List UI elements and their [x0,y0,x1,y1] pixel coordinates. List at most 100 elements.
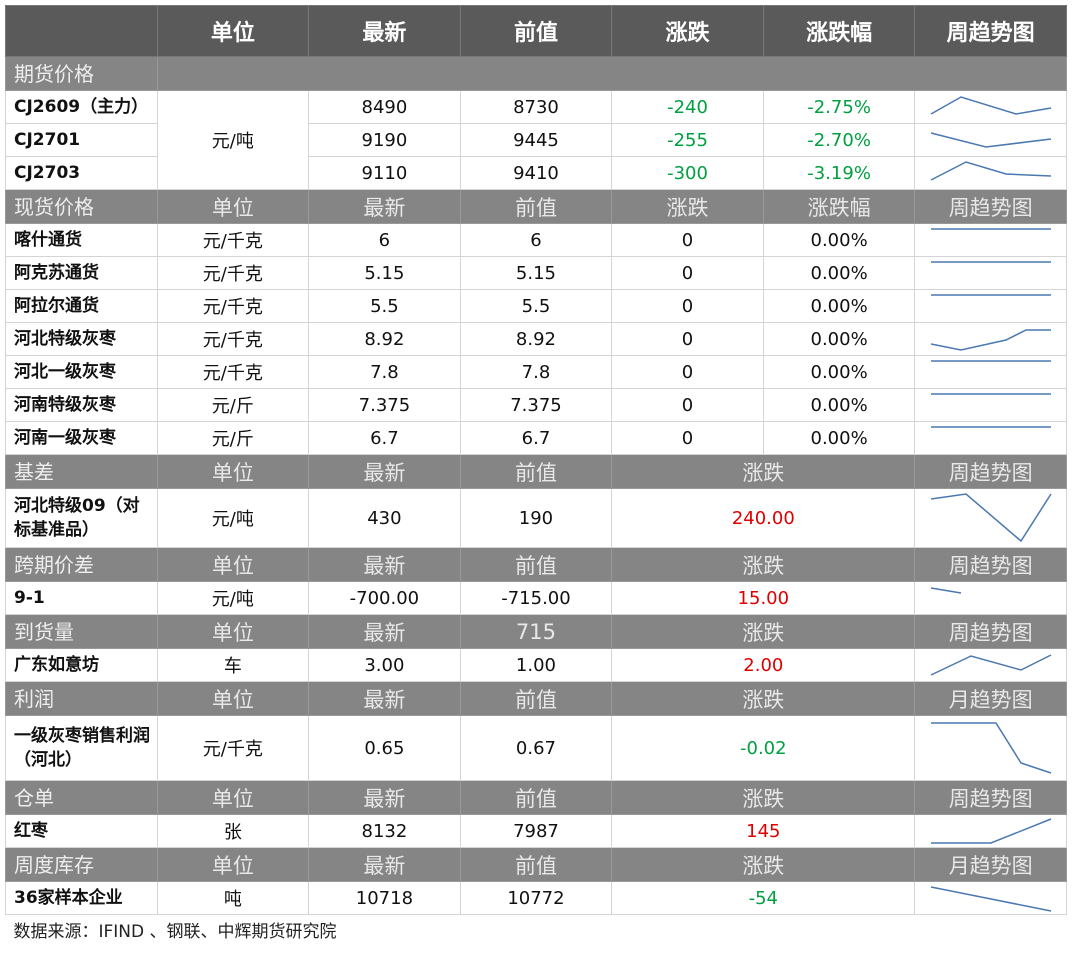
trend-line [930,329,1051,351]
section-title: 跨期价差 [5,547,158,582]
header-cell: 单位 [156,847,310,882]
value-cell: 0 [611,256,764,290]
header-cell: 前值 [459,189,613,224]
value-cell: 240.00 [611,488,916,548]
value-cell: 元/吨 [156,581,310,615]
row-name: 河北特级09（对标基准品） [5,488,158,548]
header-cell: 涨跌 [611,547,916,582]
trend-cell [914,715,1067,781]
value-cell: 10718 [308,881,461,915]
value-cell: 5.5 [459,289,613,323]
value-cell: -0.02 [611,715,916,781]
trend-cell [914,881,1067,915]
value-cell: 9190 [308,123,461,157]
trend-cell [914,388,1067,422]
header-cell: 最新 [308,454,461,489]
section-header: 仓单 单位 最新 前值 涨跌 周趋势图 [5,780,1067,815]
source-note: 数据来源：IFIND 、钢联、中辉期货研究院 [13,921,337,942]
value-cell: 0.00% [762,421,916,455]
trend-cell [914,648,1067,682]
value-cell: 0 [611,421,764,455]
value-cell: 元/斤 [156,388,310,422]
header-cell: 最新 [308,189,461,224]
header-cell: 前值 [459,681,613,716]
sparkline [930,261,1051,263]
header-fill [156,56,1068,91]
value-cell: 元/千克 [156,256,310,290]
value-cell: 6.7 [308,421,461,455]
sparkline [930,818,1051,844]
header-cell: 周趋势图 [914,5,1067,57]
sparkline [930,886,1051,912]
source-row: 数据来源：IFIND 、钢联、中辉期货研究院 [6,915,1067,944]
trend-line [930,722,1051,774]
header-cell: 涨跌 [611,681,916,716]
value-cell: 8132 [308,814,461,848]
data-row: CJ2701 9190 9445 -255 -2.70% [5,123,1067,157]
header-cell: 周趋势图 [914,780,1067,815]
header-cell: 单位 [156,681,310,716]
trend-cell [914,322,1067,356]
header-cell: 涨跌 [611,847,916,882]
header-cell: 前值 [459,780,613,815]
trend-cell [914,421,1067,455]
value-cell: 元/千克 [156,322,310,356]
data-row: 9-1 元/吨 -700.00 -715.00 15.00 [5,581,1067,615]
header-cell: 最新 [308,614,461,649]
value-cell: 元/千克 [156,289,310,323]
trend-line [930,492,1052,542]
value-cell: 9110 [308,156,461,190]
value-cell: -715.00 [459,581,613,615]
value-cell: 元/斤 [156,421,310,455]
value-cell: 0.67 [459,715,613,781]
header-cell: 涨跌幅 [762,189,916,224]
value-cell: 7.8 [308,355,461,389]
value-cell: 5.15 [308,256,461,290]
section-header: 跨期价差 单位 最新 前值 涨跌 周趋势图 [5,547,1067,582]
value-cell: 7987 [459,814,613,848]
value-cell: 元/千克 [156,715,310,781]
value-cell: 8.92 [308,322,461,356]
unit-cell: 元/吨 [156,90,310,190]
trend-cell [914,814,1067,848]
value-cell: 8490 [308,90,461,124]
value-cell: 7.8 [459,355,613,389]
trend-line [930,587,961,594]
sparkline [930,228,1051,230]
trend-cell [914,123,1067,157]
header-cell: 单位 [156,614,310,649]
sparkline [930,722,1051,774]
value-cell: 车 [156,648,310,682]
trend-cell [914,355,1067,389]
section-header: 周度库存 单位 最新 前值 涨跌 月趋势图 [5,847,1067,882]
value-cell: 7.375 [459,388,613,422]
sparkline [930,492,1052,542]
value-cell: 0 [611,223,764,257]
value-cell: -2.75% [762,90,916,124]
trend-line [930,818,1051,844]
trend-line [930,96,1051,115]
value-cell: 张 [156,814,310,848]
trend-cell [914,256,1067,290]
sparkline [930,393,1051,395]
section-header: 现货价格 单位 最新 前值 涨跌 涨跌幅 周趋势图 [5,189,1067,224]
row-name: 河北一级灰枣 [5,355,158,389]
row-name: 红枣 [5,814,158,848]
value-cell: 190 [459,488,613,548]
value-cell: 0.00% [762,289,916,323]
data-row: 河北一级灰枣 元/千克 7.8 7.8 0 0.00% [5,355,1067,389]
section-title: 周度库存 [5,847,158,882]
data-row: 一级灰枣销售利润（河北） 元/千克 0.65 0.67 -0.02 [5,715,1067,781]
data-row: 广东如意坊车 3.00 1.00 2.00 [5,648,1067,682]
row-name: 36家样本企业 [5,881,158,915]
trend-cell [914,223,1067,257]
data-row: CJ2609（主力） 元/吨 8490 8730 -240 -2.75% [5,90,1067,190]
section-title: 仓单 [5,780,158,815]
value-cell: -54 [611,881,916,915]
header-cell: 单位 [156,547,310,582]
header-cell: 前值 [459,547,613,582]
value-cell: 0 [611,289,764,323]
header-cell: 前值 [459,454,613,489]
value-cell: 8.92 [459,322,613,356]
